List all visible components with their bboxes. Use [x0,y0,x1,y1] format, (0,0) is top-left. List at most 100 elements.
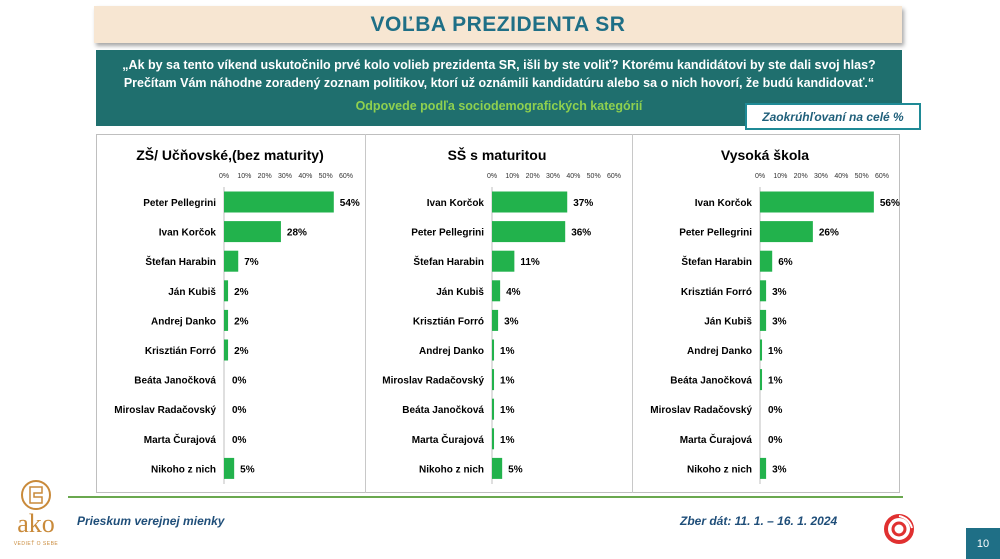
category-label: Nikoho z nich [419,464,484,475]
data-label: 3% [772,287,787,298]
tick-label: 0% [487,173,497,180]
tick-label: 20% [258,173,272,180]
category-label: Miroslav Radačovský [382,376,484,387]
tick-label: 10% [773,173,787,180]
data-label: 2% [234,316,249,327]
data-label: 36% [571,228,591,239]
category-label: Štefan Harabin [145,255,216,268]
category-label: Beáta Janočková [670,376,752,387]
bar [224,221,281,243]
category-label: Peter Pellegrini [679,228,752,239]
category-label: Andrej Danko [687,346,752,357]
data-label: 0% [232,405,247,416]
footer-divider [68,496,903,498]
category-label: Beáta Janočková [402,405,484,416]
tick-label: 0% [219,173,229,180]
bar [224,250,239,272]
bar [224,457,235,479]
tick-label: 20% [794,173,808,180]
bar [492,398,495,420]
category-label: Nikoho z nich [687,464,752,475]
category-label: Krisztián Forró [145,346,216,357]
bar [492,457,503,479]
logo-head-icon [21,480,51,510]
tick-label: 40% [834,173,848,180]
tick-label: 40% [566,173,580,180]
data-label: 0% [768,435,783,446]
bar [224,280,229,302]
data-label: 0% [232,376,247,387]
footer-dates: Zber dát: 11. 1. – 16. 1. 2024 [680,514,838,528]
category-label: Štefan Harabin [681,255,752,268]
tick-label: 50% [587,173,601,180]
chart-title: Vysoká škola [721,147,809,163]
bar [224,191,334,213]
data-label: 11% [520,257,540,268]
category-label: Miroslav Radačovský [114,405,216,416]
question-panel: „Ak by sa tento víkend uskutočnilo prvé … [96,50,902,126]
bar [492,250,515,272]
category-label: Krisztián Forró [681,287,752,298]
data-label: 26% [819,228,839,239]
tick-label: 50% [319,173,333,180]
category-label: Ivan Korčok [695,198,753,209]
category-label: Peter Pellegrini [143,198,216,209]
bar [760,457,767,479]
tick-label: 50% [855,173,869,180]
tick-label: 40% [298,173,312,180]
panel-divider-2 [632,134,633,493]
data-label: 3% [504,316,519,327]
category-label: Krisztián Forró [413,316,484,327]
bar [760,280,767,302]
data-label: 56% [880,198,900,209]
bar [492,191,568,213]
question-line-1: „Ak by sa tento víkend uskutočnilo prvé … [122,58,876,72]
tick-label: 30% [814,173,828,180]
panel-divider-1 [365,134,366,493]
tick-label: 0% [755,173,765,180]
chart-title: SŠ s maturitou [448,146,547,163]
footer-survey-label: Prieskum verejnej mienky [77,514,225,528]
category-label: Andrej Danko [151,316,216,327]
bar [760,221,813,243]
data-label: 28% [287,228,307,239]
data-label: 1% [500,435,515,446]
category-label: Andrej Danko [419,346,484,357]
logo-tagline: VEDIEŤ O SEBE [13,541,59,547]
data-label: 37% [573,198,593,209]
bar [492,221,566,243]
tick-label: 10% [505,173,519,180]
category-label: Marta Čurajová [680,433,753,446]
data-label: 5% [508,464,523,475]
data-label: 6% [778,257,793,268]
bar [224,309,229,331]
category-label: Miroslav Radačovský [650,405,752,416]
bar [492,339,495,361]
bar [492,369,495,391]
data-label: 4% [506,287,521,298]
bar [760,309,767,331]
tick-label: 60% [339,173,353,180]
data-label: 54% [340,198,360,209]
data-label: 0% [768,405,783,416]
data-label: 1% [768,346,783,357]
category-label: Ivan Korčok [427,198,485,209]
tick-label: 20% [526,173,540,180]
bar [224,339,229,361]
page-number: 10 [966,528,1000,559]
category-label: Ivan Korčok [159,228,217,239]
category-label: Ján Kubiš [704,316,752,327]
data-label: 3% [772,316,787,327]
tick-label: 60% [875,173,889,180]
category-label: Nikoho z nich [151,464,216,475]
data-label: 3% [772,464,787,475]
category-label: Peter Pellegrini [411,228,484,239]
page-title: VOĽBA PREZIDENTA SR [370,12,626,36]
bar [492,309,499,331]
ako-logo: ako VEDIEŤ O SEBE [10,473,62,555]
tick-label: 10% [237,173,251,180]
bar [760,339,763,361]
question-subtitle: Odpovede podľa sociodemografických kateg… [355,99,643,113]
rounding-note: Zaokrúhľovaní na celé % [745,103,921,130]
bar [760,191,874,213]
